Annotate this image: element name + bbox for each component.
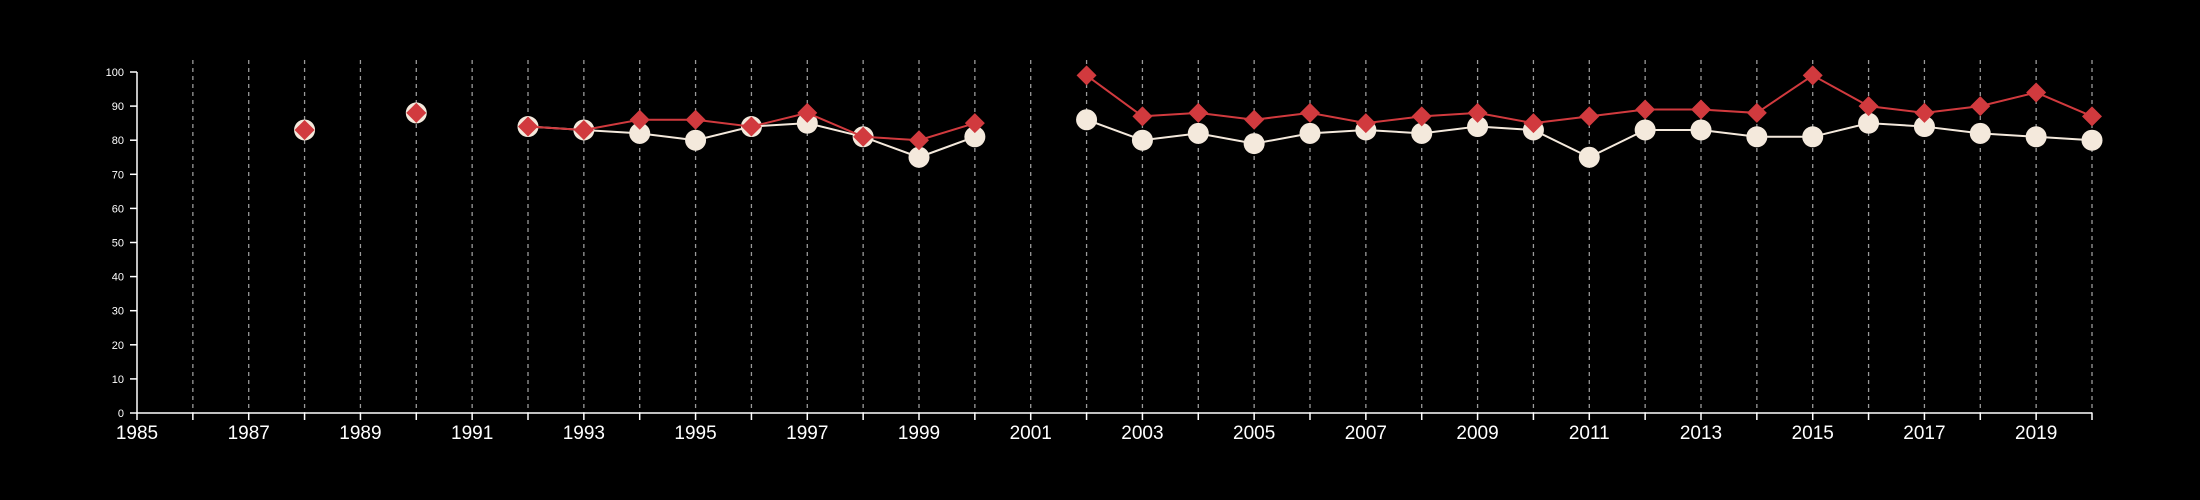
- data-point-diamond-2014: [1746, 102, 1767, 123]
- data-point-circle-1994: [629, 122, 651, 144]
- x-tick-label-2015: 2015: [1792, 423, 1834, 444]
- y-tick-label-70: 70: [112, 169, 124, 181]
- y-tick-label-20: 20: [112, 340, 124, 352]
- x-tick-label-1993: 1993: [563, 423, 605, 444]
- x-tick-label-2013: 2013: [1680, 423, 1722, 444]
- data-point-circle-2000: [964, 126, 986, 148]
- data-point-diamond-1990: [406, 102, 427, 123]
- data-point-diamond-2007: [1355, 113, 1376, 134]
- data-point-circle-2018: [1969, 122, 1991, 144]
- data-point-diamond-2006: [1300, 102, 1320, 123]
- data-point-diamond-2009: [1467, 102, 1488, 123]
- y-tick-label-40: 40: [112, 272, 124, 284]
- x-tick-label-2007: 2007: [1345, 423, 1387, 444]
- data-point-circle-2004: [1187, 122, 1209, 144]
- x-tick-label-1985: 1985: [116, 423, 158, 444]
- data-point-circle-2005: [1243, 133, 1265, 155]
- x-tick-label-1995: 1995: [674, 423, 716, 444]
- data-point-diamond-2015: [1802, 65, 1823, 86]
- x-tick-label-2017: 2017: [1903, 423, 1945, 444]
- x-tick-label-2011: 2011: [1569, 423, 1610, 444]
- data-point-diamond-1995: [685, 109, 706, 130]
- data-point-circle-2013: [1690, 119, 1712, 141]
- x-tick-label-2003: 2003: [1121, 423, 1163, 444]
- data-point-diamond-2012: [1635, 99, 1656, 120]
- y-tick-label-10: 10: [112, 374, 124, 386]
- x-tick-label-2009: 2009: [1456, 423, 1498, 444]
- x-tick-label-2005: 2005: [1233, 423, 1275, 444]
- data-point-diamond-1992: [518, 116, 538, 137]
- x-tick-label-1997: 1997: [786, 423, 828, 444]
- data-point-diamond-2016: [1858, 96, 1879, 117]
- data-point-diamond-1993: [573, 119, 594, 140]
- x-tick-label-2001: 2001: [1010, 423, 1052, 444]
- data-point-diamond-2013: [1691, 99, 1711, 120]
- data-point-diamond-2008: [1411, 106, 1432, 127]
- data-point-circle-2009: [1467, 116, 1489, 138]
- y-tick-label-30: 30: [112, 306, 124, 318]
- data-point-diamond-1988: [294, 119, 315, 140]
- data-point-diamond-2011: [1579, 106, 1600, 127]
- data-point-diamond-2010: [1523, 113, 1544, 134]
- data-point-circle-2008: [1411, 122, 1433, 144]
- y-tick-label-90: 90: [112, 101, 124, 113]
- series-diamond: [294, 65, 2102, 151]
- data-point-circle-2016: [1858, 112, 1880, 134]
- data-point-diamond-1997: [797, 102, 818, 123]
- data-point-diamond-2017: [1914, 102, 1935, 123]
- y-tick-label-100: 100: [106, 67, 124, 79]
- x-tick-label-1991: 1991: [451, 423, 493, 444]
- y-tick-label-0: 0: [118, 408, 124, 420]
- y-tick-label-80: 80: [112, 135, 124, 147]
- x-tick-label-2019: 2019: [2015, 423, 2057, 444]
- x-tick-label-1987: 1987: [228, 423, 270, 444]
- data-point-circle-2002: [1076, 109, 1098, 131]
- data-point-circle-2020: [2081, 129, 2103, 151]
- data-point-diamond-1999: [909, 130, 929, 151]
- data-point-circle-2003: [1131, 129, 1153, 151]
- data-point-diamond-2020: [2082, 106, 2102, 127]
- data-point-circle-2019: [2025, 126, 2047, 148]
- data-point-diamond-1994: [629, 109, 650, 130]
- data-point-diamond-2000: [964, 113, 985, 134]
- data-point-circle-2012: [1634, 119, 1656, 141]
- data-point-circle-1997: [796, 112, 818, 134]
- data-point-circle-2011: [1578, 146, 1600, 168]
- data-point-diamond-2005: [1244, 109, 1265, 130]
- data-point-diamond-2018: [1970, 96, 1991, 117]
- series: [294, 65, 2103, 168]
- data-point-circle-2014: [1746, 126, 1768, 148]
- x-tick-label-1989: 1989: [339, 423, 381, 444]
- data-point-diamond-2003: [1132, 106, 1153, 127]
- data-point-diamond-2019: [2026, 82, 2047, 103]
- data-point-circle-2017: [1913, 116, 1935, 138]
- data-point-diamond-1996: [741, 116, 762, 137]
- data-point-circle-1999: [908, 146, 930, 168]
- data-point-circle-2015: [1802, 126, 1824, 148]
- y-tick-label-60: 60: [112, 203, 124, 215]
- data-point-circle-2006: [1299, 122, 1321, 144]
- axes: 0 10 20 30 40 50 60 70 80 90 100 1985 1987 1989 1991 19…: [106, 67, 2093, 444]
- data-point-diamond-2004: [1188, 102, 1209, 123]
- x-tick-label-1999: 1999: [898, 423, 940, 444]
- data-point-diamond-2002: [1076, 65, 1097, 86]
- data-point-diamond-1998: [853, 126, 874, 147]
- data-point-circle-1995: [685, 129, 707, 151]
- y-tick-label-50: 50: [112, 238, 124, 250]
